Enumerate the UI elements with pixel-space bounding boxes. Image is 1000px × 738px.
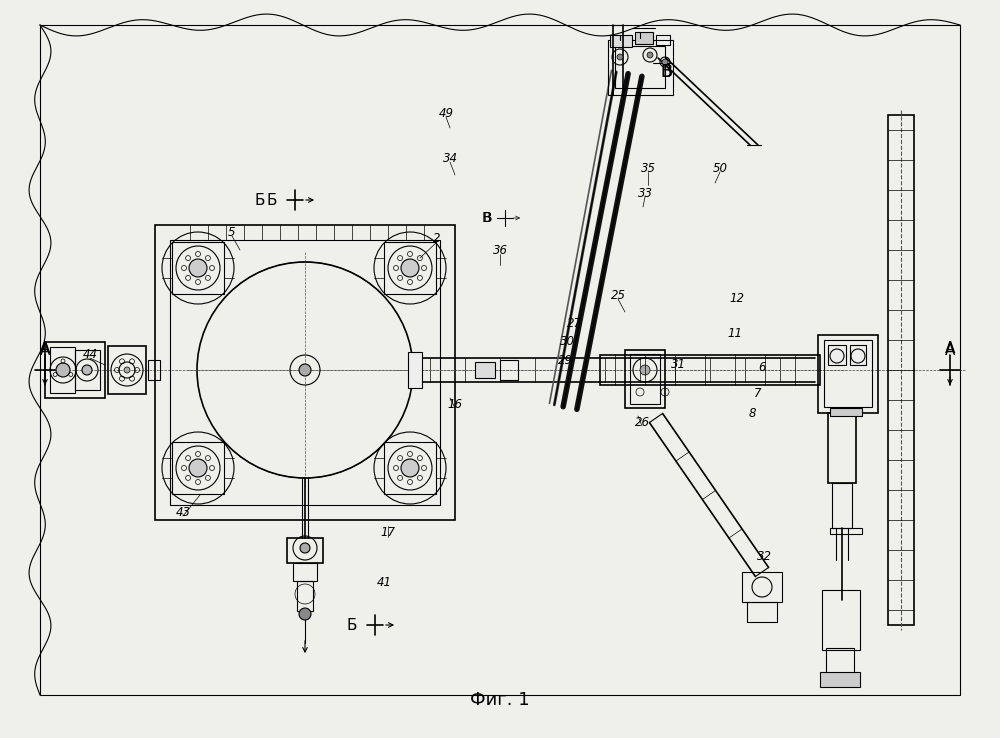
Bar — [635, 32, 653, 44]
Bar — [384, 242, 436, 294]
Bar — [50, 347, 75, 393]
Text: A: A — [945, 340, 955, 356]
Text: 27: 27 — [566, 317, 582, 329]
Text: В: В — [482, 211, 492, 225]
Bar — [822, 590, 860, 650]
Bar — [172, 442, 224, 494]
Text: 36: 36 — [493, 244, 508, 257]
Circle shape — [56, 363, 70, 377]
Text: 8: 8 — [748, 407, 756, 419]
Bar — [475, 362, 495, 378]
Text: 6: 6 — [758, 360, 766, 373]
Bar — [148, 360, 160, 380]
Bar — [500, 360, 518, 380]
Bar — [820, 672, 860, 687]
Text: В: В — [660, 63, 672, 81]
Bar — [608, 40, 673, 95]
Bar — [287, 538, 323, 563]
Bar — [850, 345, 866, 365]
Text: 7: 7 — [754, 387, 762, 399]
Circle shape — [124, 367, 130, 373]
Circle shape — [401, 459, 419, 477]
Circle shape — [647, 52, 653, 58]
Bar — [297, 581, 313, 611]
Text: 2: 2 — [433, 232, 441, 244]
Bar — [293, 563, 317, 581]
Bar — [830, 408, 862, 416]
Text: Б: Б — [347, 618, 357, 632]
Text: 31: 31 — [670, 357, 686, 370]
Bar — [630, 354, 660, 404]
Bar — [625, 350, 665, 408]
Circle shape — [300, 543, 310, 553]
Text: 30: 30 — [560, 334, 574, 348]
Text: 29: 29 — [558, 354, 572, 367]
Text: 33: 33 — [638, 187, 652, 199]
Text: A: A — [40, 340, 50, 356]
Circle shape — [617, 54, 623, 60]
Circle shape — [189, 459, 207, 477]
Circle shape — [299, 608, 311, 620]
Text: 12: 12 — [730, 292, 744, 305]
Text: A: A — [40, 342, 50, 357]
Text: В: В — [660, 63, 671, 81]
Circle shape — [662, 59, 668, 65]
Circle shape — [299, 364, 311, 376]
Bar — [656, 35, 670, 45]
Bar — [830, 528, 862, 534]
Bar — [600, 355, 820, 385]
Bar — [824, 340, 872, 407]
Text: 25: 25 — [610, 289, 626, 302]
Circle shape — [82, 365, 92, 375]
Text: 11: 11 — [728, 326, 742, 339]
Bar — [45, 342, 105, 398]
Text: 26: 26 — [635, 415, 650, 429]
Text: 50: 50 — [712, 162, 728, 174]
Text: 32: 32 — [757, 550, 772, 562]
Text: 44: 44 — [83, 348, 98, 360]
Bar — [828, 413, 856, 483]
Circle shape — [401, 259, 419, 277]
Text: Б: Б — [255, 193, 265, 207]
Text: 5: 5 — [228, 226, 236, 238]
Text: Фиг. 1: Фиг. 1 — [470, 691, 530, 709]
Bar — [610, 35, 632, 47]
Bar — [75, 350, 100, 390]
Text: 43: 43 — [176, 506, 191, 519]
Text: 35: 35 — [640, 162, 656, 174]
Bar — [747, 602, 777, 622]
Text: В: В — [481, 211, 491, 225]
Text: 49: 49 — [439, 106, 454, 120]
Text: 16: 16 — [448, 398, 463, 410]
Bar — [832, 483, 852, 528]
Circle shape — [640, 365, 650, 375]
Bar — [615, 46, 665, 88]
Bar — [828, 345, 846, 365]
Text: 41: 41 — [377, 576, 392, 588]
Text: A: A — [945, 342, 955, 357]
Bar — [408, 352, 422, 388]
Bar — [155, 225, 455, 520]
Bar — [888, 115, 914, 625]
Bar — [818, 335, 878, 413]
Circle shape — [189, 259, 207, 277]
Bar — [170, 240, 440, 505]
Bar — [172, 242, 224, 294]
Bar — [826, 648, 854, 678]
Bar — [742, 572, 782, 602]
Text: 17: 17 — [381, 526, 396, 539]
Bar — [384, 442, 436, 494]
Text: Б: Б — [267, 193, 277, 207]
Bar — [108, 346, 146, 394]
Text: 34: 34 — [443, 151, 458, 165]
